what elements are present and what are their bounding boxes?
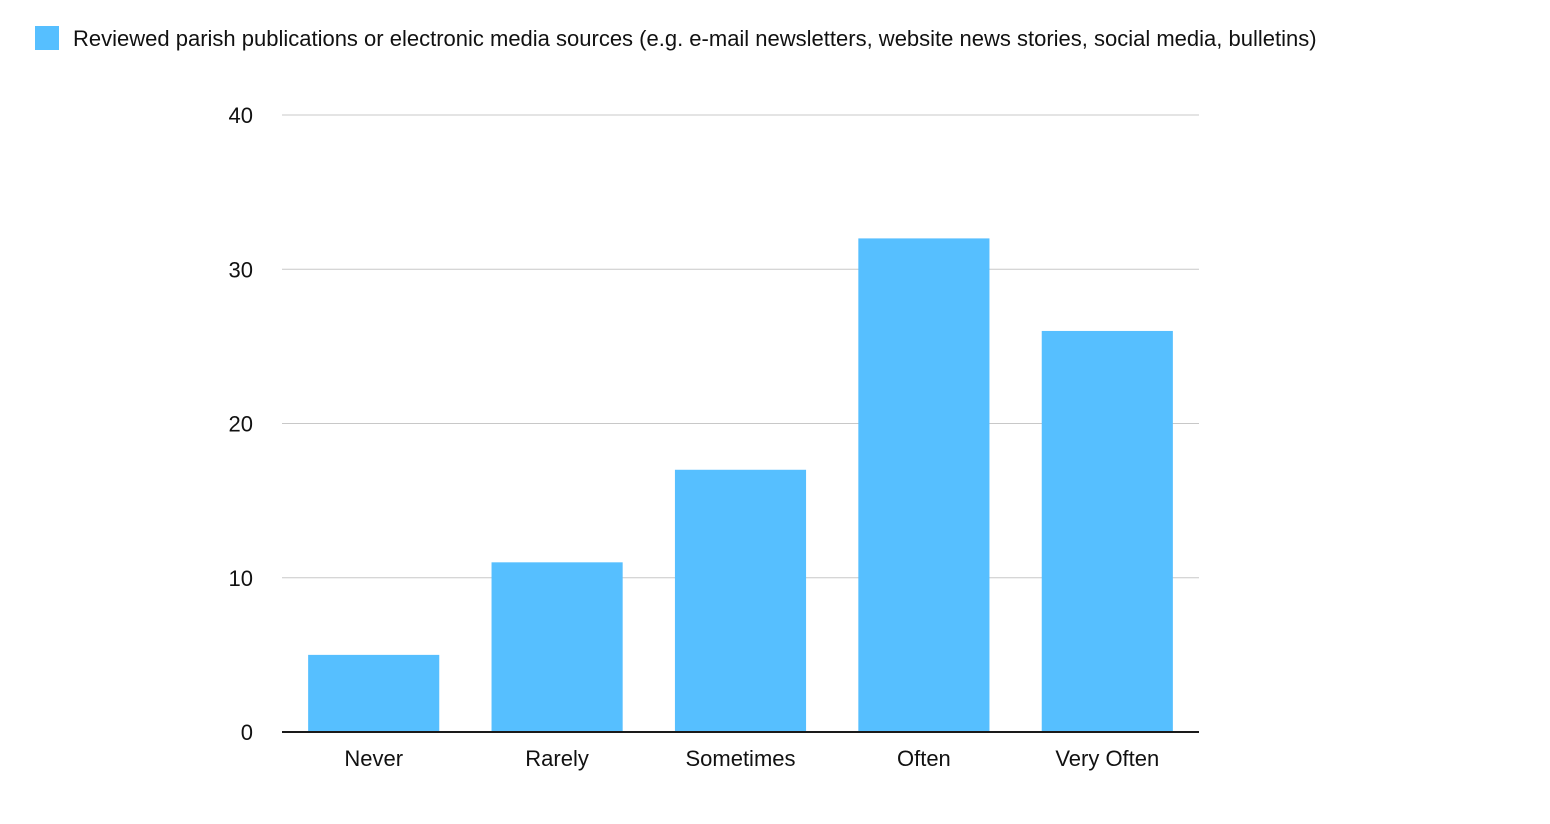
y-tick-label: 30 xyxy=(229,257,253,282)
legend-swatch xyxy=(35,26,59,50)
y-tick-label: 40 xyxy=(229,103,253,128)
y-tick-label: 20 xyxy=(229,412,253,437)
bar-sometimes xyxy=(674,469,807,732)
bar-very-often xyxy=(1041,330,1173,732)
legend-label: Reviewed parish publications or electron… xyxy=(73,26,1317,51)
bars xyxy=(308,238,1173,732)
x-tick-label: Never xyxy=(344,746,403,771)
bar-often xyxy=(858,238,990,732)
y-tick-label: 0 xyxy=(241,720,253,745)
x-tick-label: Rarely xyxy=(525,746,589,771)
legend: Reviewed parish publications or electron… xyxy=(35,26,1317,51)
x-axis: Never Rarely Sometimes Often Very Often xyxy=(282,731,1199,771)
x-tick-label: Often xyxy=(897,746,951,771)
bar-never xyxy=(308,654,440,732)
x-tick-label: Sometimes xyxy=(685,746,795,771)
x-tick-label: Very Often xyxy=(1055,746,1159,771)
bar-rarely xyxy=(491,562,623,732)
y-axis: 0 10 20 30 40 xyxy=(229,103,253,745)
y-tick-label: 10 xyxy=(229,566,253,591)
